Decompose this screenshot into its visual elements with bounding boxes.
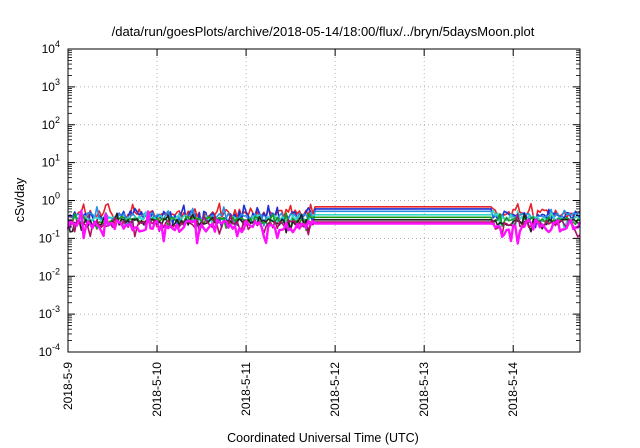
series-group (66, 202, 582, 245)
series-line (66, 209, 582, 245)
y-tick-label: 101 (42, 153, 60, 170)
y-tick-labels: 10-4 10-3 10-2 10-1 100 101 102 103 104 (39, 39, 60, 359)
y-tick-label: 10-4 (39, 342, 60, 359)
series-line (67, 212, 581, 234)
x-tick-label: 2018-5-9 (61, 362, 75, 410)
y-tick-label: 103 (42, 77, 60, 94)
y-tick-label: 10-2 (39, 266, 60, 283)
chart-title: /data/run/goesPlots/archive/2018-05-14/1… (112, 24, 535, 39)
y-axis-label: cSv/day (13, 177, 27, 222)
y-tick-label: 100 (42, 191, 60, 208)
x-tick-label: 2018-5-12 (328, 362, 342, 417)
grid (68, 49, 580, 352)
y-tick-label: 102 (42, 115, 60, 132)
x-tick-labels: 2018-5-9 2018-5-10 2018-5-11 2018-5-12 2018-… (61, 362, 520, 417)
x-tick-label: 2018-5-11 (239, 362, 253, 416)
y-tick-label: 104 (42, 39, 60, 56)
x-tick-label: 2018-5-14 (506, 362, 520, 417)
y-tick-label: 10-3 (39, 304, 60, 321)
x-tick-label: 2018-5-13 (417, 362, 431, 417)
y-tick-label: 10-1 (39, 228, 60, 245)
x-tick-label: 2018-5-10 (150, 362, 164, 417)
ticks (67, 48, 580, 353)
x-axis-label: Coordinated Universal Time (UTC) (227, 431, 419, 445)
